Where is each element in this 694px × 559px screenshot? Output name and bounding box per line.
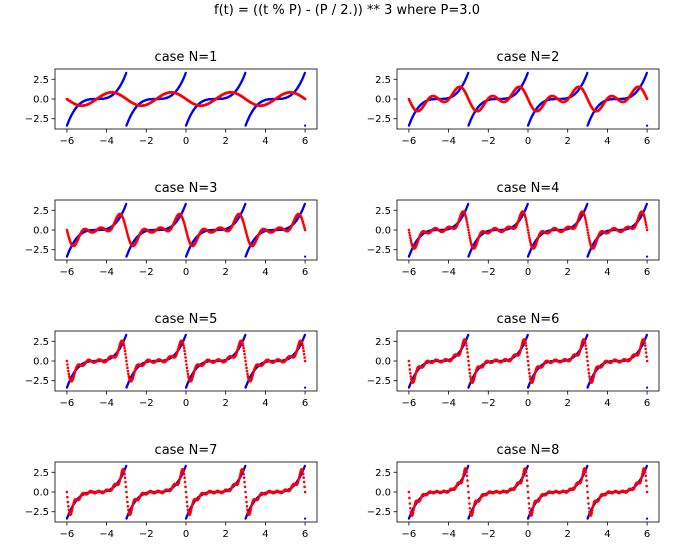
true-function-point bbox=[125, 71, 128, 74]
true-function-point bbox=[303, 71, 306, 74]
x-tick-label: −2 bbox=[481, 136, 496, 147]
figure-suptitle: f(t) = ((t % P) - (P / 2.)) ** 3 where P… bbox=[214, 3, 480, 18]
x-tick-label: 6 bbox=[302, 136, 308, 147]
x-tick-label: 4 bbox=[604, 136, 610, 147]
true-function-point bbox=[586, 71, 589, 74]
data-series-group bbox=[65, 71, 307, 127]
true-function-point bbox=[303, 124, 307, 127]
fourier-approximation-series bbox=[407, 85, 649, 113]
x-tick-label: −4 bbox=[99, 136, 114, 147]
x-tick-label: −6 bbox=[402, 136, 417, 147]
x-tick-label: 2 bbox=[565, 136, 571, 147]
y-tick-label: 2.5 bbox=[375, 75, 391, 86]
true-function-point bbox=[184, 202, 187, 205]
fourier-approximation-series bbox=[65, 91, 307, 107]
true-function-point bbox=[244, 202, 247, 205]
true-function-point bbox=[184, 71, 187, 74]
y-tick-label: 2.5 bbox=[33, 75, 49, 86]
y-tick-label: −2.5 bbox=[25, 114, 49, 125]
true-function-point bbox=[125, 202, 128, 205]
x-tick-label: 4 bbox=[262, 136, 268, 147]
true-function-point bbox=[244, 71, 247, 74]
x-tick-label: 0 bbox=[525, 136, 531, 147]
x-tick-label: 2 bbox=[223, 136, 229, 147]
fourier-approximation-series bbox=[65, 212, 307, 248]
subplot-title: case N=2 bbox=[497, 50, 560, 65]
y-tick-label: −2.5 bbox=[367, 114, 391, 125]
true-function-point bbox=[645, 124, 649, 127]
x-tick-label: −4 bbox=[441, 136, 456, 147]
data-series-group bbox=[65, 202, 307, 258]
x-tick-label: −6 bbox=[60, 136, 75, 147]
true-function-point bbox=[467, 71, 470, 74]
subplot-1: case N=1 −6 −4 −2 0 2 4 6 2.5 0.0 −2.5 bbox=[25, 50, 318, 147]
x-tick-label: 6 bbox=[644, 136, 650, 147]
true-function-point bbox=[645, 71, 648, 74]
x-tick-label: −2 bbox=[139, 136, 154, 147]
fourier-approximation-point bbox=[645, 97, 649, 101]
subplot-title: case N=1 bbox=[155, 50, 218, 65]
true-function-point bbox=[303, 202, 306, 205]
subplot-title: case N=3 bbox=[155, 181, 218, 196]
subplot-2: case N=2 −6 −4 −2 0 2 4 6 2.5 0.0 −2.5 bbox=[367, 50, 660, 147]
y-tick-label: 0.0 bbox=[375, 95, 391, 106]
true-function-point bbox=[526, 71, 529, 74]
true-function-point bbox=[303, 255, 307, 258]
subplot-3: case N=3−6 −4 −2 0 2 4 62.50.0−2.5 bbox=[25, 181, 318, 278]
true-function-series bbox=[65, 71, 307, 127]
fourier-approximation-point bbox=[303, 97, 307, 101]
y-tick-label: 0.0 bbox=[33, 95, 49, 106]
data-series-group bbox=[407, 71, 649, 127]
x-tick-label: 0 bbox=[183, 136, 189, 147]
